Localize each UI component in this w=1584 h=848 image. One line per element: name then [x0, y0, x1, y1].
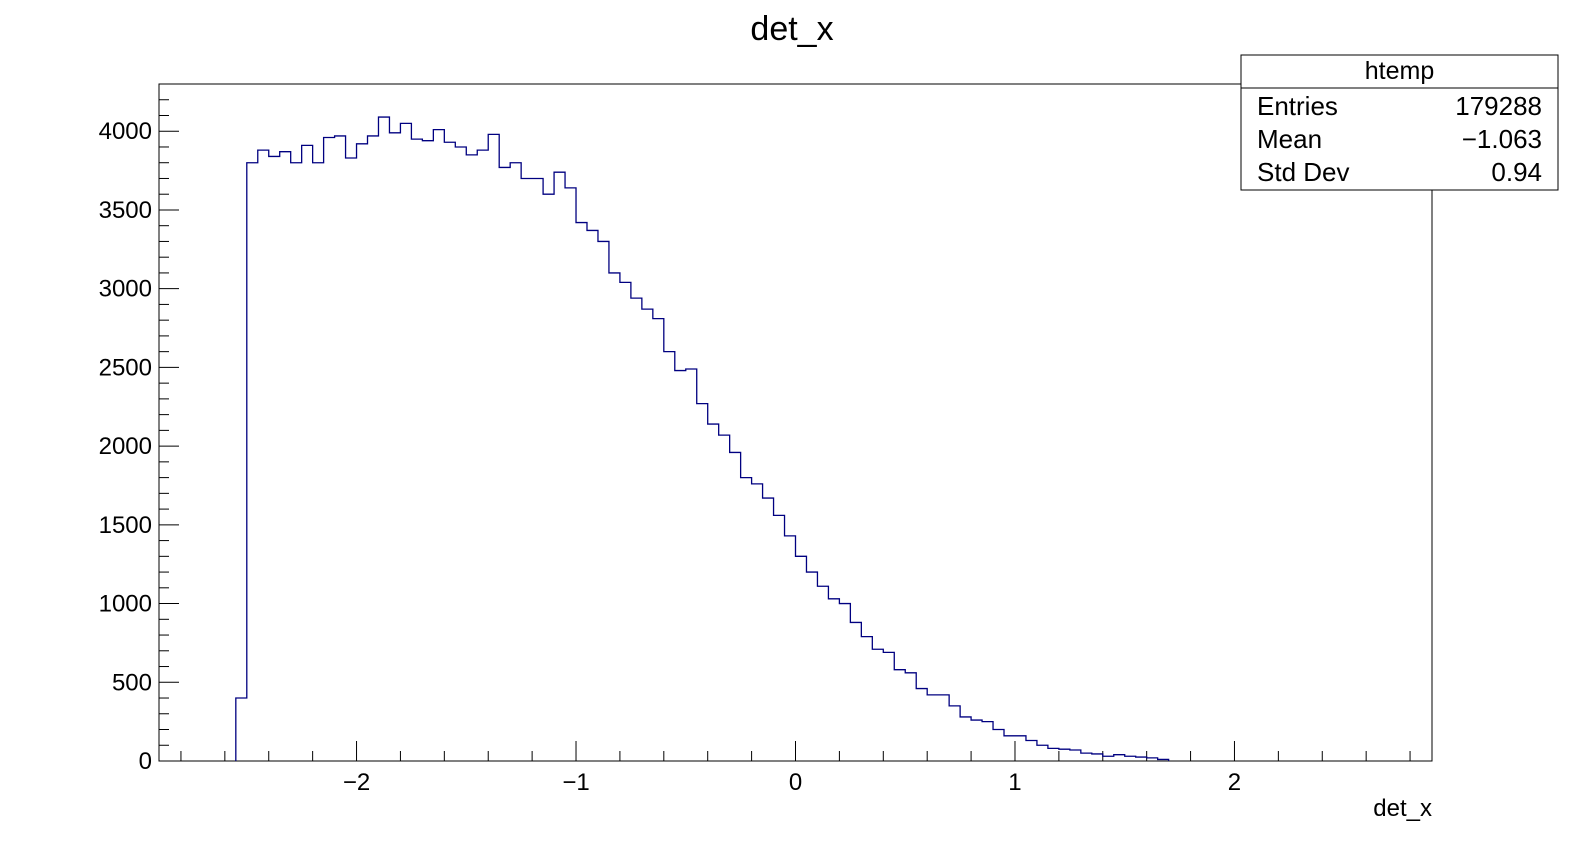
y-tick-label: 0 [139, 748, 152, 775]
stats-stddev-label: Std Dev [1257, 157, 1350, 187]
chart-title: det_x [750, 10, 833, 48]
stats-entries-value: 179288 [1455, 91, 1542, 121]
y-tick-label: 4000 [99, 118, 152, 145]
y-tick-label: 1000 [99, 591, 152, 618]
y-tick-label: 500 [112, 669, 152, 696]
y-tick-label: 2000 [99, 433, 152, 460]
chart-title-group: det_x [750, 10, 833, 48]
y-tick-label: 3000 [99, 276, 152, 303]
stats-stddev-value: 0.94 [1491, 157, 1542, 187]
x-tick-label: 0 [789, 769, 802, 796]
histogram-series-line [235, 116, 1170, 761]
y-axis-ticks: 0 500 1000 1500 2000 2500 3000 3500 4000 [99, 83, 179, 775]
x-tick-label: −2 [343, 769, 370, 796]
stats-mean-value: −1.063 [1462, 124, 1542, 154]
x-tick-label: −1 [562, 769, 589, 796]
stats-mean-label: Mean [1257, 124, 1322, 154]
x-axis-label: det_x [1373, 795, 1432, 822]
stats-box: htemp Entries 179288 Mean −1.063 Std Dev… [1240, 54, 1559, 191]
y-tick-label: 3500 [99, 197, 152, 224]
x-tick-label: 2 [1228, 769, 1241, 796]
stats-entries-label: Entries [1257, 91, 1338, 121]
y-tick-label: 1500 [99, 512, 152, 539]
x-tick-label: 1 [1008, 769, 1021, 796]
x-axis-ticks: −2 −1 0 1 2 [180, 741, 1411, 796]
stats-box-frame [1240, 54, 1559, 191]
stats-box-title: htemp [1365, 57, 1434, 85]
y-tick-label: 2500 [99, 354, 152, 381]
